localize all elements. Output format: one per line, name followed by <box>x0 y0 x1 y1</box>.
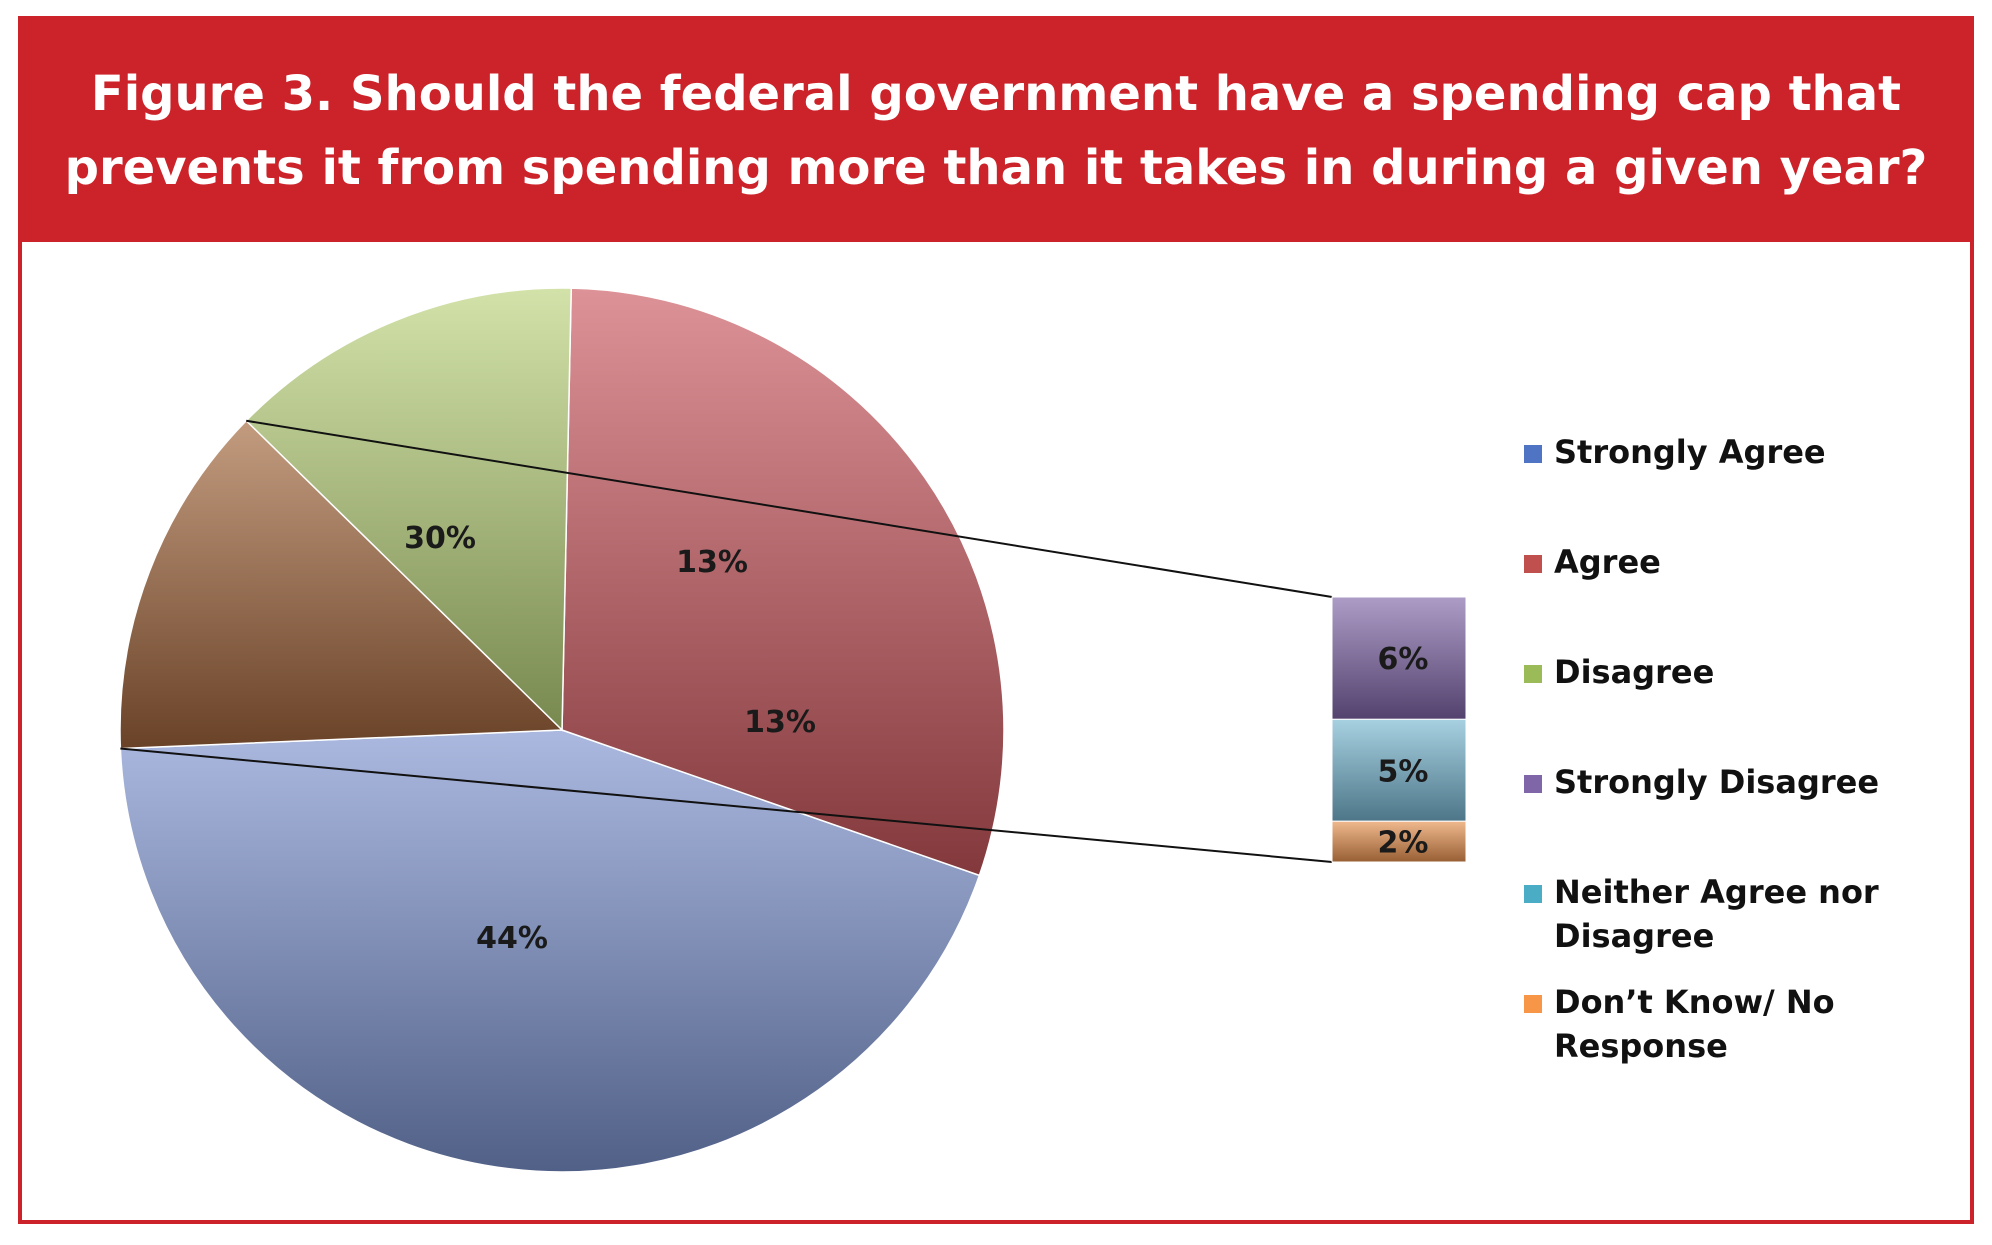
connector-line-bottom <box>120 747 1333 863</box>
connector-lines <box>120 419 1333 863</box>
legend-label-agree: Agree <box>1554 543 1661 581</box>
legend-swatch-strongly-disagree <box>1524 775 1542 793</box>
legend-label-don-t-know-no-response: Don’t Know/ No Response <box>1554 983 1835 1065</box>
bar-label-don-t-know-no-response: 2% <box>1378 826 1429 861</box>
legend-label-neither-agree-nor-disagree: Neither Agree nor Disagree <box>1554 873 1879 955</box>
legend-label-strongly-agree: Strongly Agree <box>1554 433 1826 471</box>
legend-swatch-neither-agree-nor-disagree <box>1524 885 1542 903</box>
bar-segment-strongly-disagree <box>1331 596 1467 720</box>
chart-title: Figure 3. Should the federal government … <box>64 66 1928 196</box>
pie-label-disagree: 13% <box>676 545 748 580</box>
legend-swatch-agree <box>1524 555 1542 573</box>
connector-line-top <box>246 419 1333 598</box>
bar-label-neither-agree-nor-disagree: 5% <box>1378 754 1429 789</box>
bar-label-strongly-disagree: 6% <box>1378 642 1429 677</box>
legend: Strongly Agree Agree Disagree Strongly Disa… <box>1524 433 1879 1065</box>
pie: 44% 30% 13% 13% <box>119 287 1005 1173</box>
pie-slice-disagree <box>245 287 573 732</box>
legend-swatch-disagree <box>1524 665 1542 683</box>
bar-segment-don-t-know-no-response <box>1331 820 1467 863</box>
legend-swatch-don-t-know-no-response <box>1524 995 1542 1013</box>
legend-label-disagree: Disagree <box>1554 653 1714 691</box>
pie-slice-agree <box>561 287 1005 877</box>
title-bar: Figure 3. Should the federal government … <box>22 20 1970 242</box>
pie-label-strongly-agree: 44% <box>476 921 548 956</box>
pie-label-agree: 30% <box>404 521 476 556</box>
legend-swatch-strongly-agree <box>1524 445 1542 463</box>
legend-label-strongly-disagree: Strongly Disagree <box>1554 763 1879 801</box>
bar-segment-neither-agree-nor-disagree <box>1331 718 1467 822</box>
pie-label-other: 13% <box>744 705 816 740</box>
pie-slice-other <box>119 419 564 750</box>
pie-slice-strongly-agree <box>119 729 981 1173</box>
breakdown-bar: 6% 5% 2% <box>1331 596 1467 863</box>
